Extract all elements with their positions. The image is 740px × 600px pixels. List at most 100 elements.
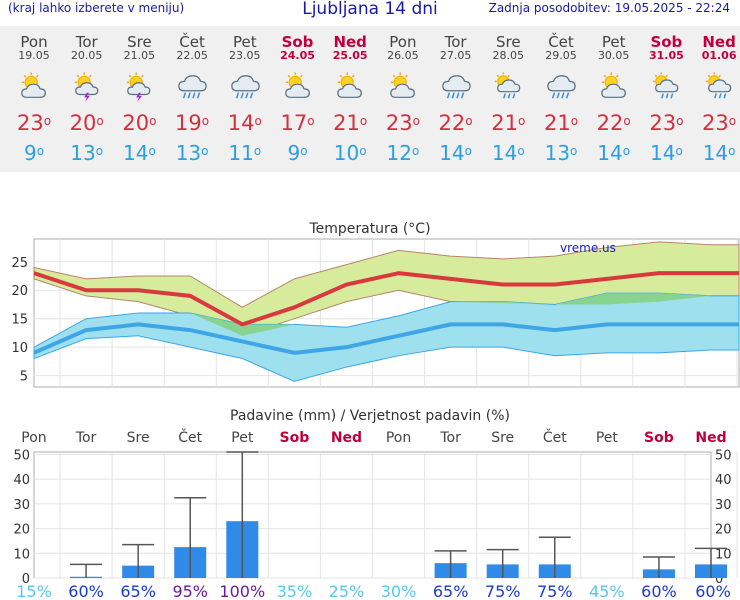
x-category-label: Pet bbox=[231, 430, 254, 446]
partly-cloudy-icon bbox=[337, 72, 363, 98]
day-date: 27.05 bbox=[439, 49, 472, 62]
max-temp: 21o bbox=[491, 111, 526, 135]
max-temp-value: 23 bbox=[702, 111, 729, 135]
page-title: Ljubljana 14 dni bbox=[302, 0, 438, 19]
min-temp: 9o bbox=[23, 141, 45, 165]
day-column: Pon 19.05 23o 9o bbox=[7, 26, 61, 164]
day-name: Čet bbox=[548, 33, 574, 51]
x-category-label: Pon bbox=[386, 430, 411, 446]
day-date: 19.05 bbox=[18, 49, 50, 62]
y-tick-label-right: 30 bbox=[715, 498, 732, 513]
y-tick-label: 50 bbox=[13, 448, 30, 463]
y-tick-label: 5 bbox=[20, 370, 28, 385]
max-temp: 23o bbox=[16, 111, 52, 135]
day-name: Pet bbox=[601, 33, 626, 51]
max-temp-value: 17 bbox=[280, 111, 308, 135]
rain-cloud-icon bbox=[231, 75, 260, 99]
max-temp-value: 21 bbox=[543, 111, 571, 135]
day-column: Ned 25.05 21o 10o bbox=[323, 26, 377, 164]
x-category-label: Tor bbox=[439, 430, 461, 446]
temperature-chart-title: Temperatura (°C) bbox=[308, 221, 430, 237]
day-date: 25.05 bbox=[332, 49, 368, 62]
y-tick-label: 10 bbox=[11, 341, 28, 356]
x-category-label: Sob bbox=[644, 430, 674, 446]
thunder-sun-icon bbox=[74, 72, 99, 102]
precipitation-chart: Padavine (mm) / Verjetnost padavin (%) Po… bbox=[13, 408, 738, 600]
min-temp-value: 14 bbox=[439, 141, 465, 165]
max-temp-value: 22 bbox=[438, 111, 466, 135]
watermark: vreme.us bbox=[560, 241, 616, 255]
x-category-label: Sre bbox=[491, 430, 514, 446]
probability-label: 45% bbox=[589, 582, 625, 600]
x-category-label: Ned bbox=[331, 430, 362, 446]
last-updated: Zadnja posodobitev: 19.05.2025 - 22:24 bbox=[488, 1, 730, 15]
day-date: 01.06 bbox=[701, 49, 737, 62]
day-column: Pet 30.05 22o 14o bbox=[587, 26, 641, 164]
min-temp-value: 14 bbox=[702, 141, 729, 165]
max-temp: 23o bbox=[702, 111, 737, 135]
min-temp: 14o bbox=[122, 141, 156, 165]
x-category-label: Čet bbox=[178, 428, 202, 446]
sun-rain-icon bbox=[495, 72, 521, 99]
day-date: 23.05 bbox=[229, 49, 261, 62]
min-temp-value: 14 bbox=[649, 141, 676, 165]
x-category-label: Sob bbox=[280, 430, 310, 446]
day-column: Sob 24.05 17o 9o bbox=[271, 26, 325, 164]
max-temp: 21o bbox=[333, 111, 368, 135]
min-temp: 13o bbox=[70, 141, 104, 165]
max-temp: 14o bbox=[227, 111, 262, 135]
min-temp-value: 9 bbox=[23, 141, 37, 165]
day-name: Ned bbox=[333, 33, 367, 51]
location-menu-hint[interactable]: (kraj lahko izberete v meniju) bbox=[8, 1, 185, 15]
min-temp: 13o bbox=[175, 141, 209, 165]
probability-label: 65% bbox=[120, 582, 156, 600]
y-tick-label: 15 bbox=[11, 313, 28, 328]
min-temp: 9o bbox=[287, 141, 308, 165]
day-date: 21.05 bbox=[123, 49, 156, 62]
min-temp: 14o bbox=[491, 141, 525, 165]
day-name: Ned bbox=[702, 33, 736, 51]
y-tick-label-right: 10 bbox=[715, 547, 732, 562]
min-temp: 14o bbox=[702, 141, 736, 165]
day-name: Sob bbox=[650, 33, 683, 51]
min-temp-value: 13 bbox=[175, 141, 202, 165]
day-name: Pon bbox=[389, 33, 417, 51]
probability-label: 35% bbox=[277, 582, 313, 600]
precipitation-chart-title: Padavine (mm) / Verjetnost padavin (%) bbox=[230, 408, 510, 424]
y-tick-label-right: 50 bbox=[715, 448, 732, 463]
day-name: Sre bbox=[496, 33, 521, 51]
max-temp: 17o bbox=[280, 111, 315, 135]
min-temp: 14o bbox=[649, 141, 683, 165]
y-tick-label: 20 bbox=[11, 284, 28, 299]
x-category-label: Ned bbox=[695, 430, 726, 446]
max-temp: 22o bbox=[438, 111, 473, 135]
partly-cloudy-icon bbox=[600, 72, 626, 98]
forecast-strip: Pon 19.05 23o 9o Tor 20.05 20o 13o Sre 21.05 20o 14… bbox=[0, 26, 740, 172]
min-temp-value: 12 bbox=[386, 141, 412, 165]
day-date: 22.05 bbox=[176, 49, 208, 62]
min-temp: 12o bbox=[386, 141, 420, 165]
rain-cloud-icon bbox=[441, 75, 471, 99]
probability-label: 65% bbox=[433, 582, 469, 600]
max-temp: 23o bbox=[649, 111, 684, 135]
y-tick-label: 0 bbox=[22, 572, 30, 587]
max-temp-value: 20 bbox=[69, 111, 97, 135]
probability-label: 15% bbox=[16, 582, 52, 600]
day-column: Sre 28.05 21o 14o bbox=[481, 26, 535, 164]
day-date: 28.05 bbox=[492, 49, 525, 62]
max-temp: 20o bbox=[69, 111, 104, 135]
day-date: 31.05 bbox=[648, 49, 684, 62]
day-column: Ned 01.06 23o 14o bbox=[692, 26, 740, 164]
day-column: Pon 26.05 23o 12o bbox=[376, 26, 430, 164]
max-temp: 19o bbox=[175, 111, 210, 135]
partly-cloudy-icon bbox=[390, 72, 415, 98]
y-tick-label-right: 20 bbox=[715, 523, 732, 538]
day-column: Čet 29.05 21o 13o bbox=[534, 26, 588, 164]
max-temp: 22o bbox=[596, 111, 631, 135]
day-name: Pet bbox=[232, 33, 257, 51]
probability-label: 60% bbox=[68, 582, 104, 600]
y-tick-label: 25 bbox=[11, 256, 28, 271]
max-temp-value: 21 bbox=[491, 111, 518, 135]
max-temp-value: 23 bbox=[649, 111, 677, 135]
y-tick-label-right: 40 bbox=[715, 473, 732, 488]
